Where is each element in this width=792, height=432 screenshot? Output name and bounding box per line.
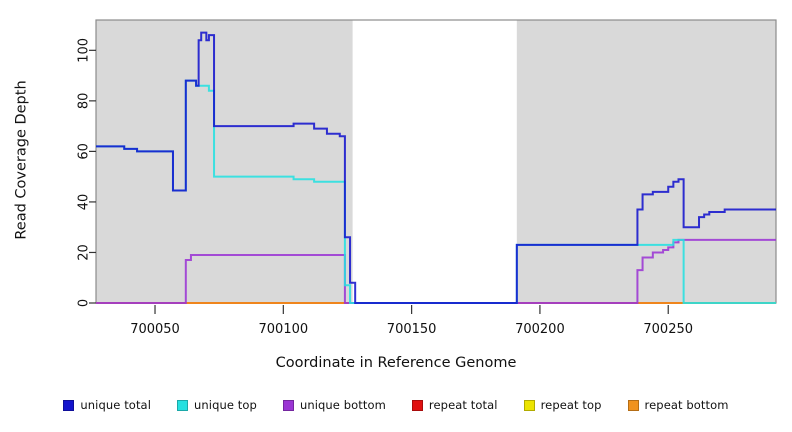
x-tick-label: 700150 xyxy=(387,322,437,337)
legend-swatch-icon xyxy=(177,399,188,411)
x-tick-label: 700050 xyxy=(130,322,180,337)
y-tick-label: 40 xyxy=(77,194,92,211)
legend-label: unique top xyxy=(194,398,257,412)
legend-item[interactable]: unique top xyxy=(177,398,257,412)
legend-swatch-icon xyxy=(63,399,75,411)
y-tick-label: 20 xyxy=(77,244,92,261)
legend-item[interactable]: unique bottom xyxy=(282,398,386,412)
x-tick-label: 700100 xyxy=(259,322,309,337)
legend-label: unique total xyxy=(80,398,151,412)
legend-item[interactable]: repeat top xyxy=(523,398,602,412)
legend-item[interactable]: repeat bottom xyxy=(627,398,729,412)
chart-legend: unique total unique top unique bottom repea… xyxy=(0,398,792,412)
y-tick-label: 100 xyxy=(77,38,92,63)
shaded-region xyxy=(516,20,776,303)
legend-item[interactable]: repeat total xyxy=(411,398,498,412)
y-tick-label: 0 xyxy=(77,299,92,307)
shaded-region xyxy=(96,20,353,303)
legend-label: repeat total xyxy=(428,398,498,412)
y-tick-label: 80 xyxy=(77,93,92,110)
legend-label: unique bottom xyxy=(299,398,386,412)
legend-swatch-icon xyxy=(282,399,294,411)
y-tick-label: 60 xyxy=(77,143,92,160)
legend-label: repeat top xyxy=(540,398,602,412)
x-axis-title: Coordinate in Reference Genome xyxy=(275,355,517,371)
legend-swatch-icon xyxy=(411,399,423,411)
legend-swatch-icon xyxy=(523,399,535,411)
x-tick-label: 700200 xyxy=(515,322,565,337)
legend-item[interactable]: unique total xyxy=(63,398,151,412)
x-tick-label: 700250 xyxy=(643,322,693,337)
series-line-unique-total xyxy=(96,31,776,304)
legend-label: repeat bottom xyxy=(644,398,729,412)
legend-swatch-icon xyxy=(627,399,639,411)
